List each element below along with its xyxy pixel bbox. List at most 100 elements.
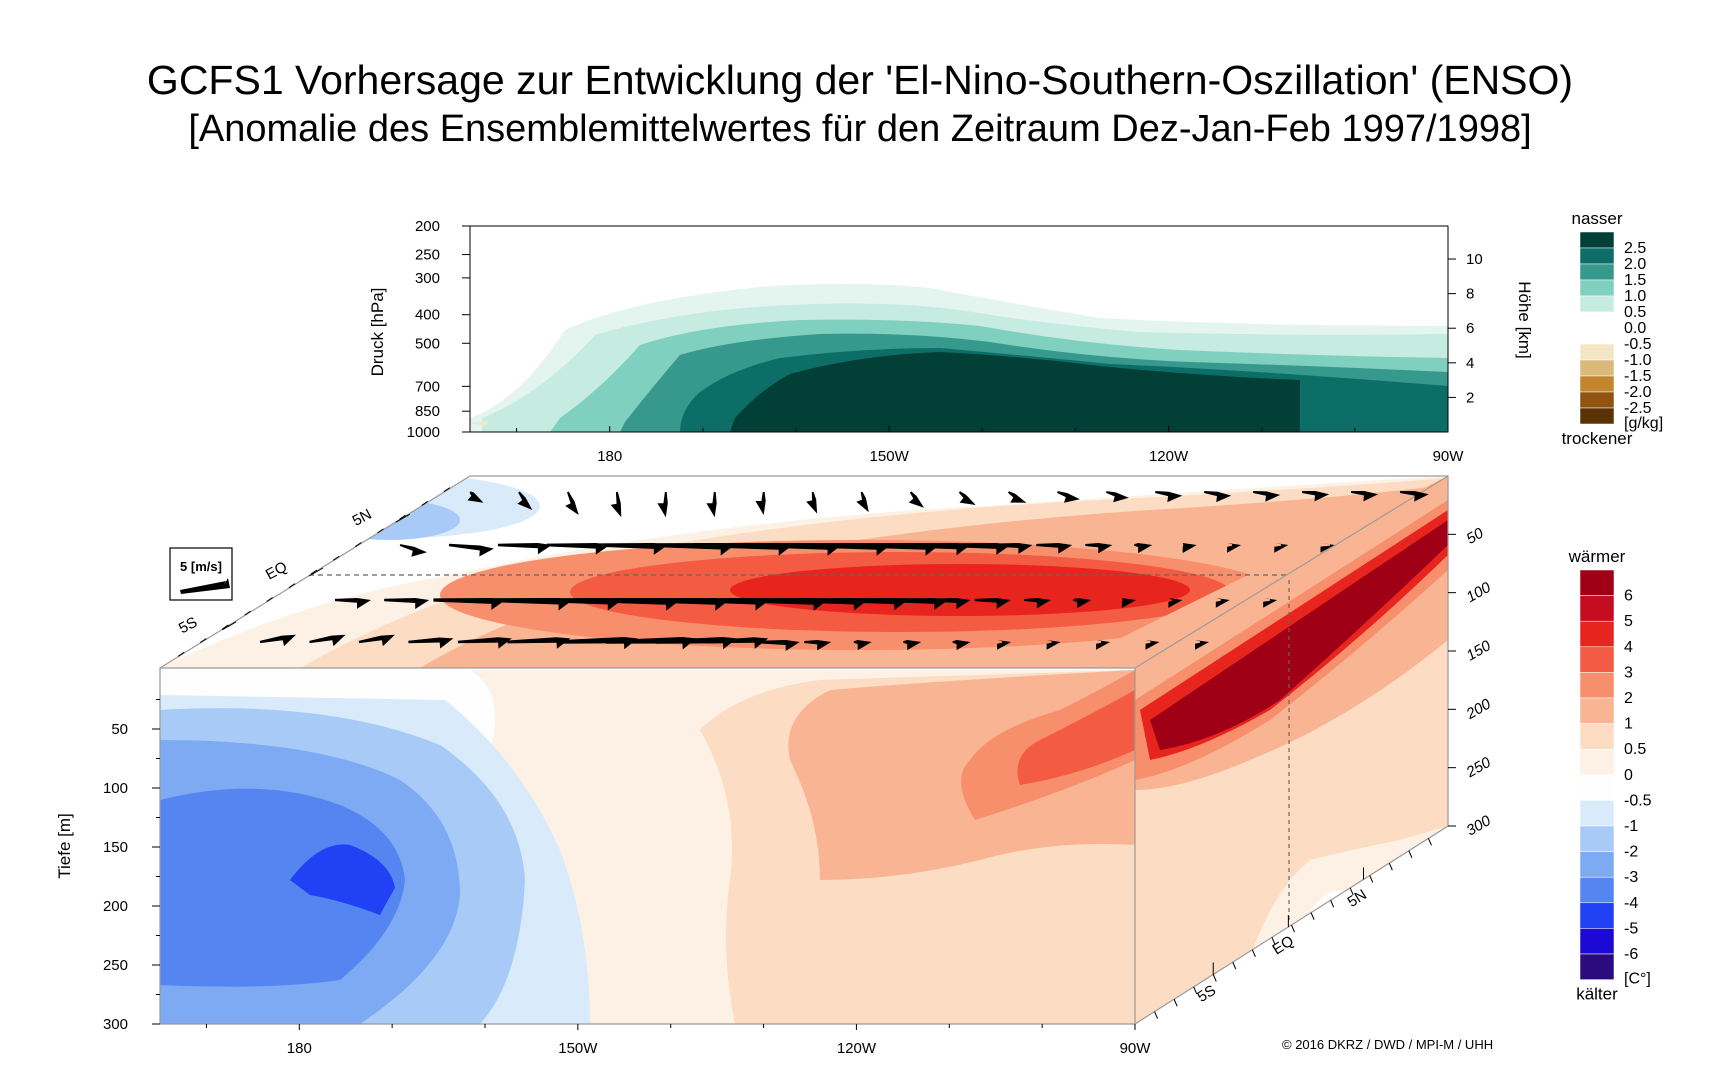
colorbar-label: -0.5	[1624, 336, 1652, 353]
reference-arrow	[180, 578, 230, 594]
pressure-axis-label: Druck [hPa]	[368, 288, 387, 377]
lid-lat-tick	[221, 621, 237, 631]
top-lon-tick-label: 180	[597, 448, 622, 465]
wind-arrow	[1227, 543, 1242, 553]
humidity-panel: 200 250 300 400 500 700 850 1000 10 8 6 4 2 180 150W…	[368, 218, 1534, 465]
colorbar-bottom-label: kälter	[1576, 985, 1618, 1004]
lid-lat-label: 5S	[176, 614, 200, 638]
lat-minor-tick	[1349, 887, 1354, 896]
colorbar-label: 2	[1624, 690, 1633, 707]
colorbar-cell	[1579, 391, 1615, 409]
colorbar-cell	[1579, 825, 1615, 852]
pressure-tick-label: 400	[415, 307, 440, 324]
colorbar-label: -2.5	[1624, 400, 1652, 417]
side-depth-tick-label: 100	[1464, 579, 1495, 607]
colorbar-cell	[1579, 672, 1615, 699]
humidity-colorbar: nasser2.52.01.51.00.50.0-0.5-1.0-1.5-2.0…	[1562, 209, 1664, 448]
wind-arrow	[1274, 543, 1289, 553]
bottom-lon-tick-label: 180	[287, 1040, 312, 1057]
lat-minor-tick	[1154, 1011, 1159, 1019]
pressure-tick-label: 850	[415, 403, 440, 420]
height-tick-label: 6	[1466, 320, 1474, 337]
wind-arrow	[1204, 491, 1232, 503]
colorbar-cell	[1579, 723, 1615, 750]
bottom-lon-tick-label: 150W	[558, 1040, 598, 1057]
lid-lat-tick	[308, 567, 324, 577]
colorbar-label: 6	[1624, 588, 1633, 605]
wind-arrow	[1036, 543, 1073, 554]
wind-arrow	[1155, 491, 1183, 503]
wind-arrow	[997, 640, 1012, 650]
lat-minor-tick	[1330, 900, 1335, 908]
lat-minor-tick	[1251, 949, 1256, 957]
lid-minor-tick	[332, 555, 340, 561]
wind-arrow	[1320, 543, 1335, 553]
copyright: © 2016 DKRZ / DWD / MPI-M / UHH	[1282, 1037, 1493, 1052]
wind-arrow	[1085, 543, 1113, 554]
wind-arrow	[903, 640, 922, 651]
side-depth-axis: 50 100 150 200 250 300	[1448, 524, 1494, 839]
colorbar-label: -3	[1624, 869, 1638, 886]
colorbar-label: 1.5	[1624, 272, 1646, 289]
height-axis: 10 8 6 4 2	[1448, 251, 1483, 406]
wind-arrow	[1145, 640, 1160, 650]
depth-axis: 50 100 150 200 250 300	[103, 699, 160, 1033]
height-tick-label: 8	[1466, 286, 1474, 303]
lid-minor-tick	[200, 638, 207, 643]
lid-minor-tick	[399, 514, 406, 520]
depth-axis-label: Tiefe [m]	[55, 813, 74, 879]
height-tick-label: 2	[1466, 389, 1474, 406]
lat-minor-tick	[1388, 862, 1393, 871]
bottom-lon-tick-label: 120W	[837, 1040, 877, 1057]
wind-arrow	[546, 543, 610, 555]
surface-lid	[160, 476, 1448, 668]
lat-tick-label: 5S	[1194, 982, 1219, 1006]
pressure-tick-label: 500	[415, 335, 440, 352]
colorbar-cell	[1579, 359, 1615, 377]
wind-arrow	[335, 598, 371, 609]
bottom-lon-axis: 180 150W 120W 90W	[205, 1024, 1152, 1057]
top-lon-tick-label: 150W	[870, 448, 910, 465]
colorbar-cell	[1579, 263, 1615, 281]
wind-arrow	[806, 491, 818, 514]
wind-arrow	[1106, 491, 1129, 503]
front-face	[160, 670, 1135, 1024]
colorbar-cell	[1579, 620, 1615, 648]
wind-arrow	[259, 634, 296, 647]
colorbar-label: 0.5	[1624, 304, 1646, 321]
wind-arrow	[1351, 491, 1379, 502]
pressure-tick-label: 200	[415, 218, 440, 235]
colorbar-label: 4	[1624, 639, 1633, 656]
bottom-lon-tick-label: 90W	[1120, 1040, 1152, 1057]
wind-arrow	[925, 598, 971, 609]
wind-arrow	[467, 491, 484, 503]
depth-tick-label: 300	[103, 1016, 128, 1033]
side-depth-tick-label: 250	[1463, 754, 1495, 782]
wind-arrow	[908, 491, 924, 508]
colorbar-label: 1.0	[1624, 288, 1646, 305]
top-lon-axis: 180 150W 120W 90W	[516, 426, 1465, 465]
lat-minor-tick	[1427, 838, 1432, 846]
pressure-tick-label: 300	[415, 270, 440, 287]
top-lon-tick-label: 90W	[1433, 448, 1465, 465]
side-depth-tick-label: 300	[1464, 812, 1495, 840]
lat-minor-tick	[1173, 999, 1178, 1007]
lat-minor-tick	[1232, 961, 1237, 970]
colorbar-label: 0.0	[1624, 320, 1646, 337]
wind-arrow	[1134, 543, 1153, 554]
colorbar-label: 0	[1624, 767, 1633, 784]
colorbar-label: -2.0	[1624, 384, 1652, 401]
wind-arrow	[706, 492, 717, 518]
wind-arrow	[507, 637, 571, 649]
lid-lat-label: 5N	[350, 506, 375, 530]
wind-arrow	[610, 491, 622, 518]
depth-tick-label: 100	[103, 780, 128, 797]
wind-arrow	[1399, 491, 1429, 502]
colorbar-cell	[1579, 247, 1615, 265]
colorbar-cell	[1579, 748, 1615, 776]
wind-arrow	[755, 492, 766, 515]
lid-minor-tick	[222, 624, 229, 630]
wind-arrow	[384, 598, 430, 609]
colorbar-cell	[1579, 231, 1615, 249]
